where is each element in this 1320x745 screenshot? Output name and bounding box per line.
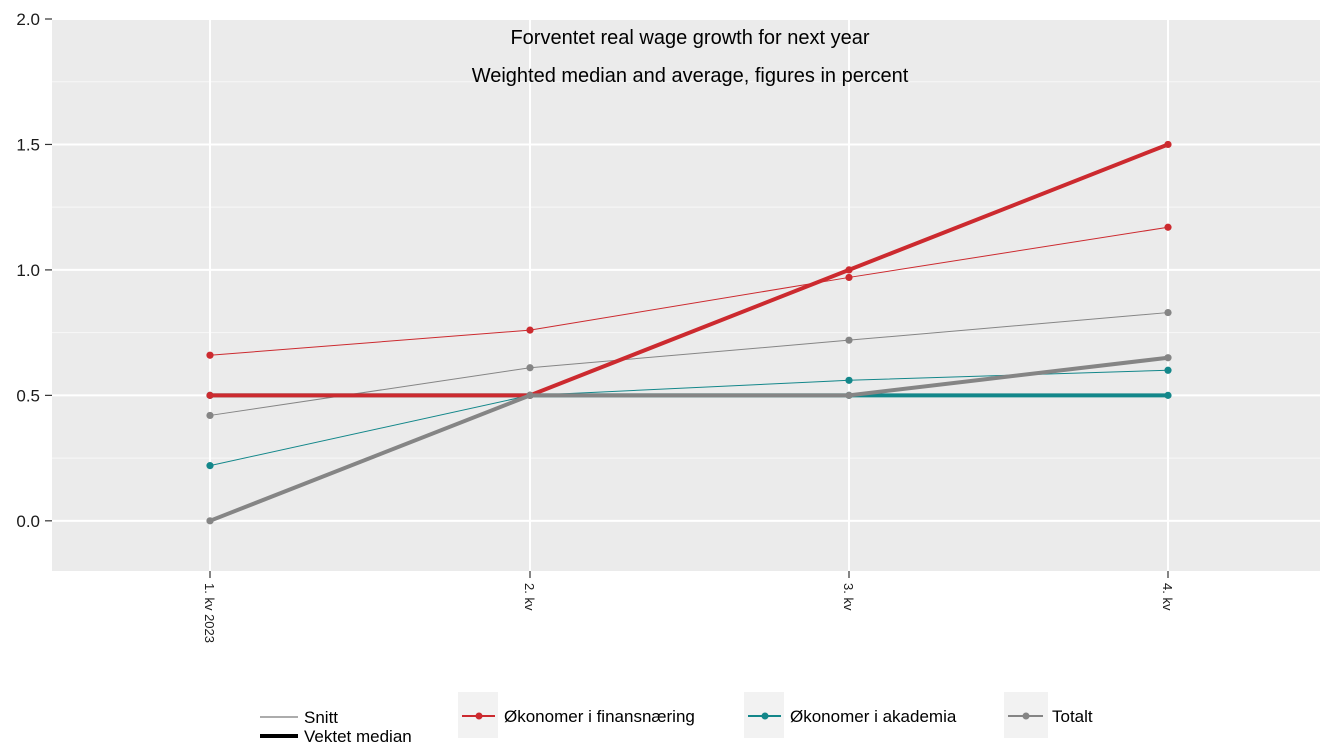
data-point--konomer-i-finansn-ring-vektet-median [845,266,853,274]
data-point--konomer-i-akademia-snitt [1164,366,1172,374]
y-tick-label: 2.0 [16,10,40,29]
legend: Snitt Vektet median Økonomer i finansnær… [260,692,1093,745]
legend-label-vektet-median: Vektet median [304,727,412,745]
legend-label-totalt: Totalt [1052,707,1093,726]
x-tick-label: 2. kv [522,583,537,611]
data-point--konomer-i-finansn-ring-snitt [845,273,853,282]
data-point-totalt-snitt [206,411,214,420]
y-tick-label: 0.0 [16,512,40,531]
y-tick-label: 1.0 [16,261,40,280]
series-layer [206,140,1172,525]
plot-panel [52,19,1320,571]
data-point-totalt-snitt [845,336,853,344]
data-point-totalt-vektet-median [1164,354,1172,362]
y-tick-label: 0.5 [16,386,40,405]
data-point--konomer-i-finansn-ring-snitt [1164,223,1172,231]
chart-subtitle: Weighted median and average, figures in … [472,65,909,87]
data-point--konomer-i-finansn-ring-snitt [526,326,534,334]
x-tick-label: 4. kv [1160,583,1175,611]
x-tick-label: 3. kv [841,583,856,611]
data-point--konomer-i-finansn-ring-vektet-median [1164,140,1172,149]
data-point-totalt-vektet-median [845,391,853,399]
data-point--konomer-i-finansn-ring-vektet-median [206,391,214,399]
series-line-totalt-vektet-median [209,355,1169,523]
data-point--konomer-i-akademia-vektet-median [1164,391,1172,399]
legend-key-point-totalt [1022,712,1030,720]
series-line-totalt-snitt [209,312,1169,416]
chart-title: Forventet real wage growth for next year [510,27,869,49]
legend-label-akademia: Økonomer i akademia [790,707,957,726]
series-line--konomer-i-finansn-ring-snitt [209,226,1169,356]
y-tick-label: 1.5 [16,135,40,154]
data-point--konomer-i-akademia-snitt [206,462,214,470]
legend-label-snitt: Snitt [304,708,338,727]
series-line--konomer-i-finansn-ring-vektet-median [210,142,1169,398]
legend-key-point-akademia [761,712,769,720]
data-point-totalt-snitt [526,364,534,372]
data-point-totalt-vektet-median [206,517,214,525]
axes: 0.0 0.5 1.0 1.5 2.0 1. kv 2023 2. kv 3. kv 4. kv [16,10,1175,643]
legend-label-finans: Økonomer i finansnæring [504,707,695,726]
data-point--konomer-i-finansn-ring-snitt [206,351,214,359]
data-point--konomer-i-akademia-snitt [845,376,853,384]
x-tick-label: 1. kv 2023 [202,583,217,643]
data-point-totalt-vektet-median [526,391,534,399]
data-point-totalt-snitt [1164,308,1172,317]
legend-key-point-finans [475,712,483,720]
